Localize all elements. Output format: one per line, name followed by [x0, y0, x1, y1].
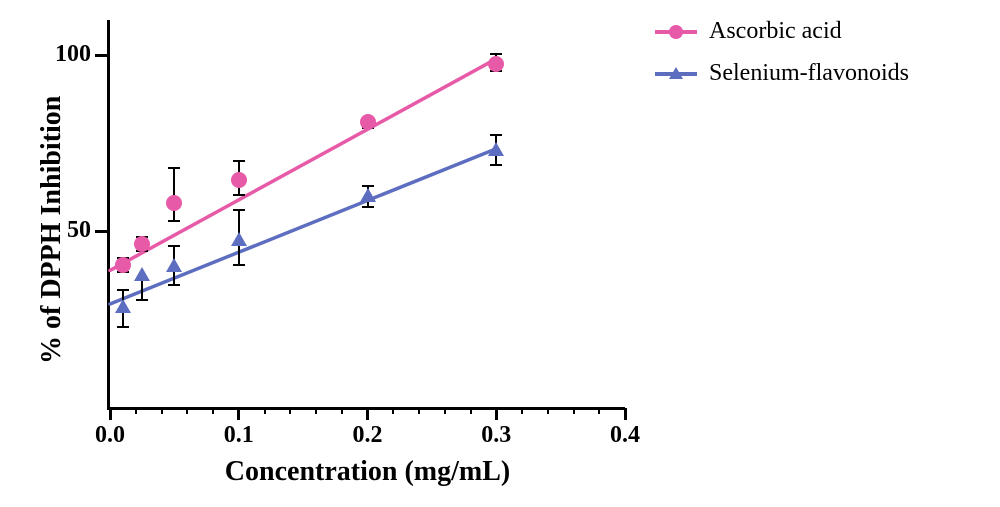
- error-cap: [136, 299, 148, 301]
- data-point-ascorbic: [115, 257, 131, 273]
- data-point-selenium: [231, 232, 247, 246]
- error-cap: [233, 160, 245, 162]
- error-cap: [490, 164, 502, 166]
- x-tick-label: 0.0: [85, 422, 135, 449]
- data-point-selenium: [134, 267, 150, 281]
- x-tick-major: [495, 408, 498, 420]
- x-tick-minor: [341, 408, 343, 414]
- y-tick-major: [95, 230, 107, 233]
- y-tick-major: [95, 54, 107, 57]
- x-tick-label: 0.4: [600, 422, 650, 449]
- legend-label: Ascorbic acid: [709, 18, 842, 45]
- legend-item-selenium: Selenium-flavonoids: [655, 60, 909, 87]
- x-tick-minor: [264, 408, 266, 414]
- x-tick-minor: [212, 408, 214, 414]
- x-tick-label: 0.2: [343, 422, 393, 449]
- error-cap: [168, 284, 180, 286]
- x-tick-minor: [289, 408, 291, 414]
- x-tick-minor: [418, 408, 420, 414]
- error-cap: [490, 53, 502, 55]
- fit-line-ascorbic: [110, 59, 496, 271]
- y-tick-label: 50: [67, 217, 91, 244]
- x-tick-minor: [161, 408, 163, 414]
- error-cap: [168, 245, 180, 247]
- x-tick-minor: [521, 408, 523, 414]
- legend-marker-icon: [669, 25, 683, 39]
- error-cap: [168, 220, 180, 222]
- x-tick-minor: [444, 408, 446, 414]
- data-point-selenium: [360, 188, 376, 202]
- data-point-selenium: [115, 299, 131, 313]
- error-cap: [117, 326, 129, 328]
- data-point-selenium: [166, 258, 182, 272]
- x-tick-label: 0.1: [214, 422, 264, 449]
- error-cap: [233, 264, 245, 266]
- x-tick-minor: [573, 408, 575, 414]
- legend-label: Selenium-flavonoids: [709, 60, 909, 87]
- error-cap: [490, 134, 502, 136]
- x-tick-minor: [547, 408, 549, 414]
- x-tick-major: [624, 408, 627, 420]
- x-tick-minor: [392, 408, 394, 414]
- y-tick-label: 100: [55, 41, 91, 68]
- legend-marker-icon: [669, 67, 683, 79]
- x-tick-minor: [186, 408, 188, 414]
- x-tick-minor: [135, 408, 137, 414]
- error-cap: [233, 194, 245, 196]
- legend-line-icon: [655, 72, 697, 76]
- x-tick-minor: [470, 408, 472, 414]
- error-cap: [362, 206, 374, 208]
- legend-line-icon: [655, 30, 697, 34]
- x-tick-label: 0.3: [471, 422, 521, 449]
- x-tick-major: [366, 408, 369, 420]
- x-tick-major: [109, 408, 112, 420]
- data-point-selenium: [488, 142, 504, 156]
- error-cap: [233, 209, 245, 211]
- error-cap: [362, 185, 374, 187]
- x-tick-major: [237, 408, 240, 420]
- legend-item-ascorbic: Ascorbic acid: [655, 18, 842, 45]
- fit-line-selenium: [110, 149, 496, 304]
- x-tick-minor: [598, 408, 600, 414]
- error-cap: [168, 167, 180, 169]
- data-point-ascorbic: [360, 114, 376, 130]
- x-tick-minor: [315, 408, 317, 414]
- error-cap: [117, 289, 129, 291]
